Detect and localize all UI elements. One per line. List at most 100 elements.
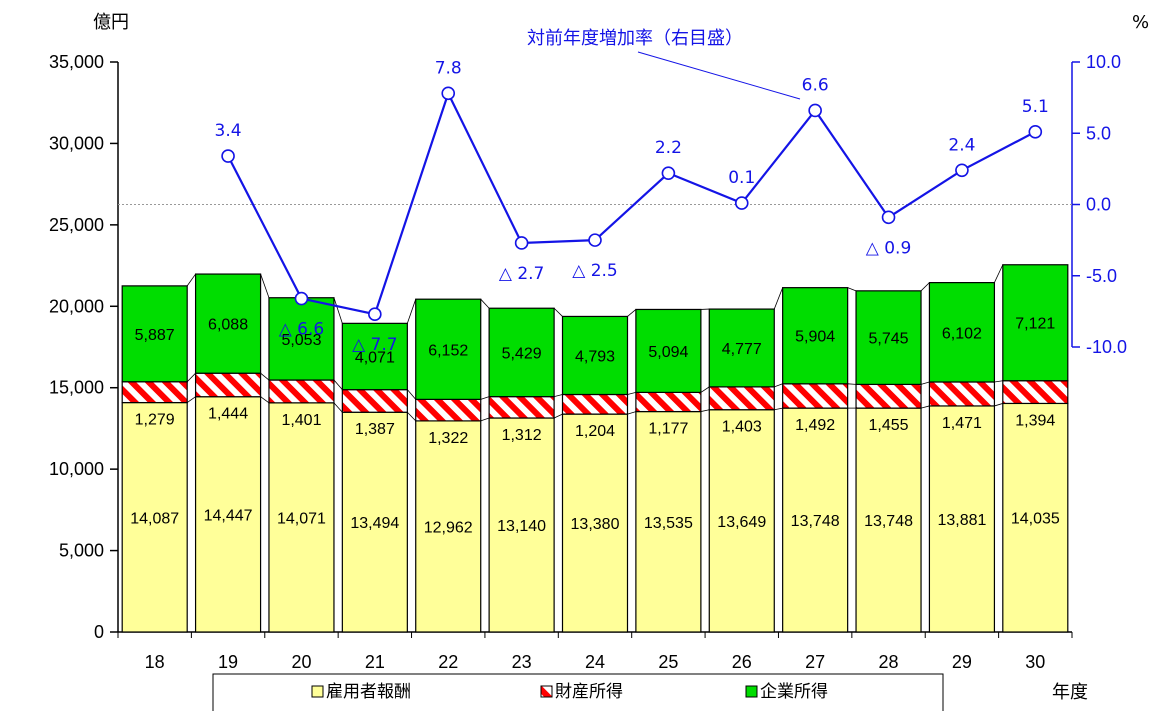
series-connector	[480, 417, 490, 422]
rate-marker	[294, 291, 309, 306]
series-connector	[920, 381, 930, 385]
rate-label: 5.1	[1022, 97, 1049, 117]
bar-label: 13,748	[864, 513, 913, 530]
series-connector	[774, 383, 783, 388]
rate-label: △ 2.7	[499, 264, 545, 284]
bar-segment-0	[782, 407, 849, 633]
series-connector	[554, 394, 563, 398]
bar-label: 5,745	[869, 331, 909, 348]
bar-label: 1,322	[428, 430, 468, 447]
legend-box	[212, 673, 944, 711]
x-tick-label: 20	[291, 652, 311, 672]
series-connector	[260, 273, 270, 298]
rate-marker	[588, 233, 602, 247]
x-tick-label: 24	[585, 652, 605, 672]
rate-marker	[955, 163, 969, 178]
bar-label: 14,087	[130, 510, 179, 527]
legend-label: 財産所得	[555, 682, 623, 702]
series-connector	[186, 396, 196, 403]
rate-label: 0.1	[728, 168, 755, 188]
bar-segment-1	[782, 383, 849, 409]
bar-label: 13,535	[644, 515, 693, 532]
bar-segment-0	[415, 420, 482, 633]
rate-marker	[661, 166, 676, 180]
series-connector	[480, 298, 490, 309]
bar-segment-2	[1002, 264, 1069, 382]
bar-label: 5,887	[135, 327, 175, 344]
bar-segment-1	[855, 383, 922, 409]
series-connector	[994, 403, 1003, 407]
x-tick-label: 22	[438, 652, 458, 672]
y-tick-label: 5,000	[59, 541, 104, 561]
y-tick-label: 30,000	[49, 133, 104, 153]
bar-segment-0	[928, 405, 996, 633]
y-tick-label: 10,000	[49, 459, 104, 479]
bar-segment-0	[488, 417, 555, 633]
bar-segment-1	[194, 372, 262, 398]
bar-label: 1,387	[355, 421, 395, 438]
bar-label: 7,121	[1015, 316, 1055, 333]
x-axis-unit-label: 年度	[1052, 682, 1088, 703]
bar-segment-2	[708, 308, 775, 388]
bar-label: 13,140	[497, 518, 546, 535]
bar-segment-1	[635, 391, 702, 413]
rate-marker	[808, 103, 822, 118]
bar-label: 14,071	[277, 510, 326, 527]
x-tick-label: 30	[1025, 652, 1045, 672]
y2-tick-label: 10.0	[1086, 52, 1121, 72]
x-tick-label: 27	[805, 652, 825, 672]
bar-segment-0	[194, 396, 262, 633]
bar-label: 5,053	[281, 332, 321, 349]
series-connector	[260, 372, 270, 381]
bar-segment-2	[488, 307, 555, 398]
bar-label: 4,793	[575, 348, 615, 365]
bar-segment-1	[415, 398, 482, 422]
series-connector	[920, 405, 930, 409]
series-connector	[553, 413, 563, 419]
y2-tick-label: -10.0	[1086, 337, 1127, 357]
bar-segment-2	[561, 315, 629, 396]
y2-axis-unit-label: %	[1132, 12, 1149, 33]
rate-marker	[734, 196, 749, 210]
bar-label: 1,312	[502, 427, 542, 444]
bar-segment-1	[488, 396, 555, 419]
y-axis-unit-label: 億円	[93, 12, 129, 33]
bar-segment-2	[635, 308, 702, 394]
y-tick-label: 0	[94, 622, 104, 642]
bar-label: 5,904	[795, 329, 835, 346]
bar-segment-0	[855, 407, 922, 633]
x-tick-label: 29	[952, 652, 972, 672]
series-connector	[260, 396, 270, 404]
rate-line	[227, 90, 1036, 316]
series-connector	[774, 407, 783, 411]
y-tick-label: 20,000	[49, 296, 104, 316]
bar-segment-2	[268, 297, 335, 381]
bar-label: 1,492	[795, 417, 835, 434]
bar-label: 5,094	[648, 344, 688, 361]
series-connector	[627, 392, 636, 395]
series-connector	[407, 411, 417, 422]
bar-segment-0	[1002, 402, 1069, 633]
bar-label: 6,088	[208, 317, 248, 334]
bar-segment-2	[194, 273, 262, 374]
rate-label: △ 6.6	[279, 320, 325, 340]
bar-label: 14,035	[1011, 511, 1060, 528]
series-connector	[406, 299, 417, 324]
bar-label: 13,881	[937, 512, 986, 529]
y-tick-label: 35,000	[49, 52, 104, 72]
bar-label: 1,401	[281, 412, 321, 429]
bar-segment-1	[708, 386, 775, 411]
rate-label: 2.2	[655, 138, 682, 158]
series-connector	[700, 386, 710, 393]
series-connector	[480, 396, 490, 400]
rate-label: 3.4	[215, 121, 242, 141]
bar-label: 5,429	[502, 345, 542, 362]
bar-label: 12,962	[424, 519, 473, 536]
bar-label: 14,447	[204, 507, 253, 524]
rate-marker	[221, 149, 235, 163]
rate-marker	[1028, 125, 1043, 139]
bar-segment-2	[415, 298, 482, 400]
rate-label: 2.4	[948, 135, 975, 155]
bar-label: 6,102	[942, 325, 982, 342]
